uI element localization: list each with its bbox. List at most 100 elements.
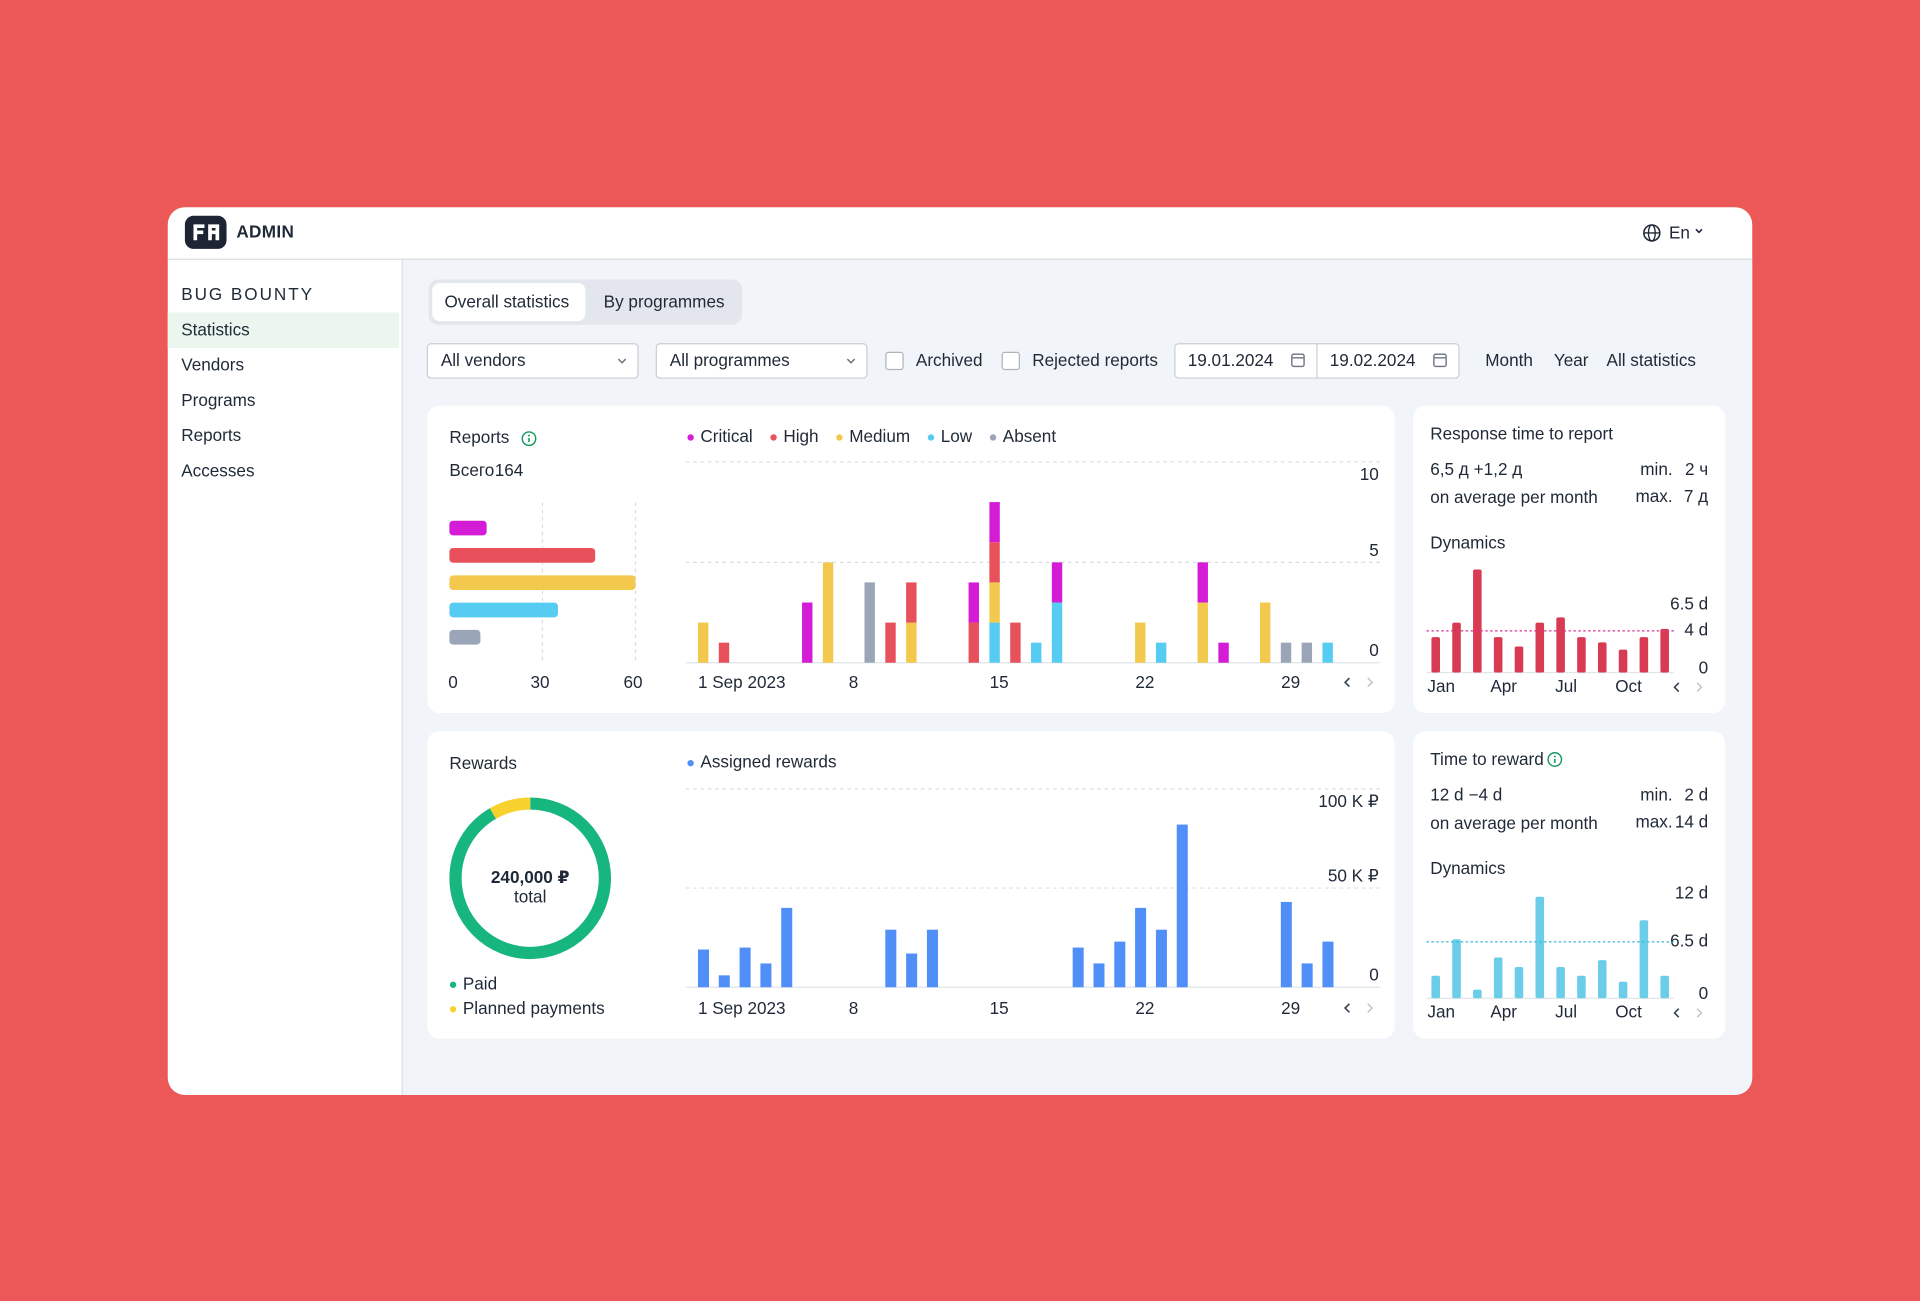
bar: [1535, 622, 1545, 673]
logo-badge: [184, 215, 227, 249]
bar-segment: [1155, 642, 1167, 663]
bar: [1577, 637, 1586, 673]
bar: [718, 975, 730, 988]
sidebar-item[interactable]: Vendors: [181, 355, 244, 375]
card-title: Response time to report: [1430, 424, 1613, 444]
bar: [926, 929, 938, 988]
legend-dot: [687, 434, 694, 441]
select-value: All programmes: [670, 350, 790, 370]
x-tick-label: 8: [849, 998, 859, 1018]
bar: [1577, 975, 1586, 999]
period[interactable]: Year: [1554, 350, 1589, 370]
legend-dot: [687, 759, 694, 767]
bar-segment: [989, 542, 1000, 583]
hbar: [449, 548, 596, 563]
min-label: min.: [1640, 785, 1672, 805]
checkbox[interactable]: [1001, 351, 1020, 371]
bar-segment: [1051, 602, 1063, 663]
bar: [1431, 975, 1440, 999]
x-tick-label: 22: [1135, 672, 1154, 692]
bar-segment: [1280, 642, 1292, 663]
x-tick-label: Apr: [1490, 676, 1517, 696]
sidebar-item[interactable]: Accesses: [181, 461, 254, 481]
y-tick-label: 0: [1369, 640, 1379, 660]
y-tick-label: 0: [1699, 983, 1709, 1003]
bar-segment: [968, 622, 979, 663]
bar: [1155, 929, 1167, 988]
card-title: Rewards: [449, 753, 517, 773]
x-tick-label: 29: [1281, 998, 1300, 1018]
bar-segment: [1218, 642, 1229, 663]
language-select[interactable]: En: [1669, 223, 1690, 243]
total-label: Всего: [449, 460, 494, 480]
sidebar-active: [167, 312, 400, 349]
bar-segment: [1197, 602, 1208, 663]
bar-segment: [906, 622, 917, 663]
date-to: 19.02.2024: [1330, 350, 1416, 370]
legend-dot: [449, 981, 457, 988]
y-tick-label: 50 K ₽: [1328, 866, 1379, 886]
x-tick-label: Jul: [1555, 1001, 1577, 1021]
pager-prev[interactable]: [1343, 1003, 1350, 1013]
sidebar-item[interactable]: Programs: [181, 390, 255, 410]
x-tick-label: 0: [448, 672, 458, 692]
legend-dot: [836, 434, 843, 441]
dynamics-title: Dynamics: [1430, 533, 1505, 553]
bar: [906, 953, 918, 988]
calendar-icon: [1291, 353, 1305, 368]
tab-active: [432, 283, 586, 322]
pager-prev[interactable]: [1673, 682, 1680, 693]
pager-next[interactable]: [1367, 677, 1374, 688]
bar: [1452, 939, 1461, 999]
bar-segment: [989, 582, 1000, 623]
x-tick-label: 30: [530, 672, 549, 692]
tab[interactable]: Overall statistics: [444, 291, 569, 311]
bar: [1072, 947, 1084, 988]
bar: [1618, 649, 1628, 673]
metric-change: +1,2 д: [1474, 459, 1523, 479]
bar-segment: [989, 502, 1000, 543]
bar: [1431, 637, 1440, 673]
x-tick-label: 1 Sep 2023: [698, 998, 786, 1018]
bar-segment: [989, 622, 1000, 663]
bar-segment: [697, 622, 709, 663]
pager-prev[interactable]: [1673, 1008, 1680, 1018]
pager-prev[interactable]: [1343, 677, 1350, 688]
sidebar-item[interactable]: Statistics: [181, 319, 250, 339]
metric-caption: on average per month: [1430, 487, 1598, 507]
bar: [1535, 896, 1545, 999]
x-tick-label: Jan: [1427, 676, 1455, 696]
y-tick-label: 10: [1360, 464, 1379, 484]
bar: [781, 907, 793, 988]
hbar: [449, 520, 487, 536]
bar: [1473, 569, 1482, 673]
bar: [1452, 622, 1461, 673]
legend-label: High: [783, 426, 818, 446]
sidebar-item[interactable]: Reports: [181, 425, 241, 445]
card-title: Time to reward: [1430, 749, 1544, 769]
x-tick-label: 8: [849, 672, 859, 692]
y-tick-label: 4 d: [1684, 619, 1708, 639]
select[interactable]: [426, 343, 639, 379]
pager-next[interactable]: [1696, 682, 1703, 693]
select[interactable]: [655, 343, 868, 379]
pager-next[interactable]: [1696, 1008, 1703, 1018]
select-chevron: [617, 358, 627, 364]
tab[interactable]: By programmes: [604, 291, 725, 311]
bar-segment: [968, 582, 979, 623]
x-tick-label: 1 Sep 2023: [698, 672, 786, 692]
bar: [1618, 981, 1628, 999]
legend-label: Critical: [700, 426, 752, 446]
bar: [739, 947, 751, 988]
checkbox[interactable]: [885, 351, 904, 371]
bar: [1301, 963, 1313, 988]
card: [1413, 405, 1726, 713]
period[interactable]: All statistics: [1607, 350, 1696, 370]
bar: [760, 963, 772, 988]
pager-next[interactable]: [1367, 1003, 1374, 1013]
bar: [1639, 637, 1649, 673]
period[interactable]: Month: [1485, 350, 1533, 370]
bar-segment: [1135, 622, 1146, 663]
donut-total: 240,000 ₽: [491, 867, 570, 887]
